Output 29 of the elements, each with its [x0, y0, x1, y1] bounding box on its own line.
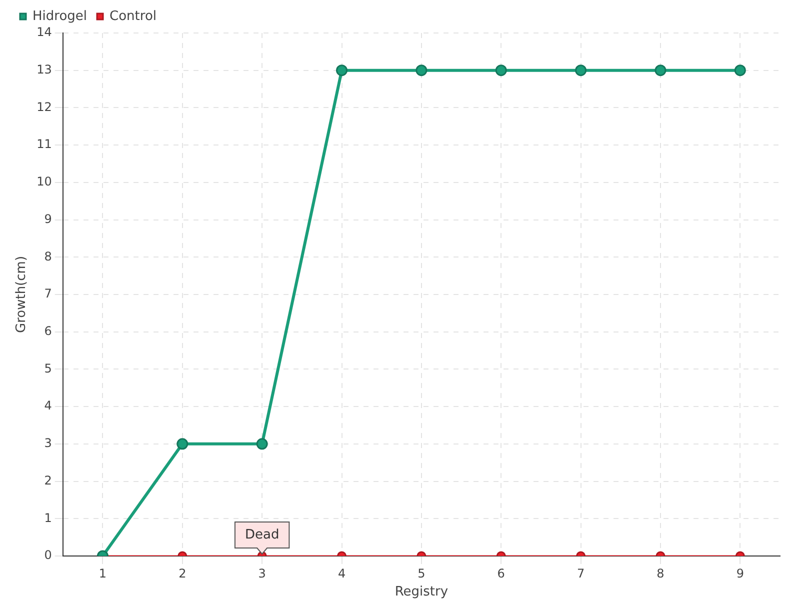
x-axis-title: Registry [394, 584, 448, 600]
y-tick-label: 2 [44, 473, 52, 488]
y-tick-label: 6 [44, 324, 52, 338]
y-tick-label: 0 [44, 548, 52, 562]
legend-label: Control [110, 8, 157, 24]
y-tick-label: 14 [36, 25, 52, 40]
y-tick-label: 10 [36, 174, 52, 189]
y-tick-label: 4 [44, 398, 52, 413]
y-tick-label: 3 [44, 436, 52, 450]
y-tick-label: 1 [44, 510, 52, 525]
legend-label: Hidrogel [32, 8, 88, 24]
y-tick-label: 9 [44, 212, 52, 226]
annotation: Dead [244, 527, 280, 542]
x-tick-label: 3 [258, 566, 266, 580]
x-tick-label: 9 [736, 566, 744, 580]
x-tick-label: 2 [178, 566, 186, 580]
x-tick-label: 7 [576, 566, 585, 580]
x-tick-label: 6 [497, 566, 505, 580]
y-tick-label: 5 [44, 361, 52, 376]
y-tick-label: 7 [44, 286, 52, 301]
x-tick-label: 8 [656, 566, 664, 580]
y-axis-title: Growth(cm) [14, 256, 30, 334]
x-tick-label: 1 [98, 566, 107, 580]
y-tick-label: 11 [36, 137, 52, 152]
y-tick-label: 8 [44, 249, 52, 264]
x-tick-label: 4 [338, 566, 346, 580]
y-tick-label: 13 [36, 62, 52, 76]
x-tick-label: 5 [418, 566, 426, 580]
y-tick-label: 12 [36, 100, 52, 114]
